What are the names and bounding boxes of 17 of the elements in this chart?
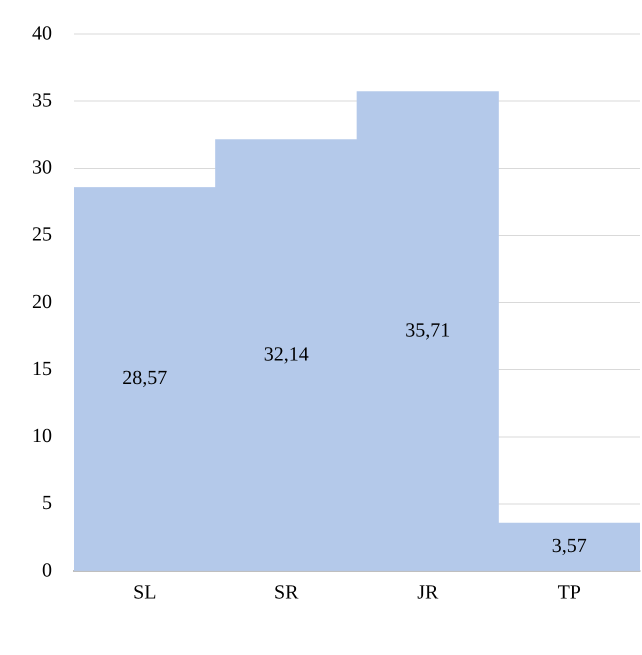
- y-tick-label: 40: [32, 22, 52, 44]
- x-tick-label: JR: [417, 581, 439, 604]
- y-tick-label: 30: [32, 156, 52, 178]
- x-tick-label: SL: [133, 581, 156, 604]
- y-tick-label: 10: [32, 425, 52, 447]
- y-tick-label: 5: [42, 492, 52, 514]
- x-tick-label: SR: [274, 581, 300, 604]
- data-label: 28,57: [122, 367, 168, 390]
- y-tick-label: 25: [32, 224, 52, 246]
- data-label: 35,71: [405, 319, 450, 342]
- y-tick-label: 0: [42, 559, 52, 582]
- x-tick-label: TP: [558, 581, 581, 604]
- y-tick-label: 15: [32, 358, 52, 380]
- data-label: 32,14: [264, 343, 309, 366]
- y-tick-label: 35: [32, 89, 52, 112]
- data-label: 3,57: [552, 535, 587, 558]
- y-tick-label: 20: [32, 290, 52, 313]
